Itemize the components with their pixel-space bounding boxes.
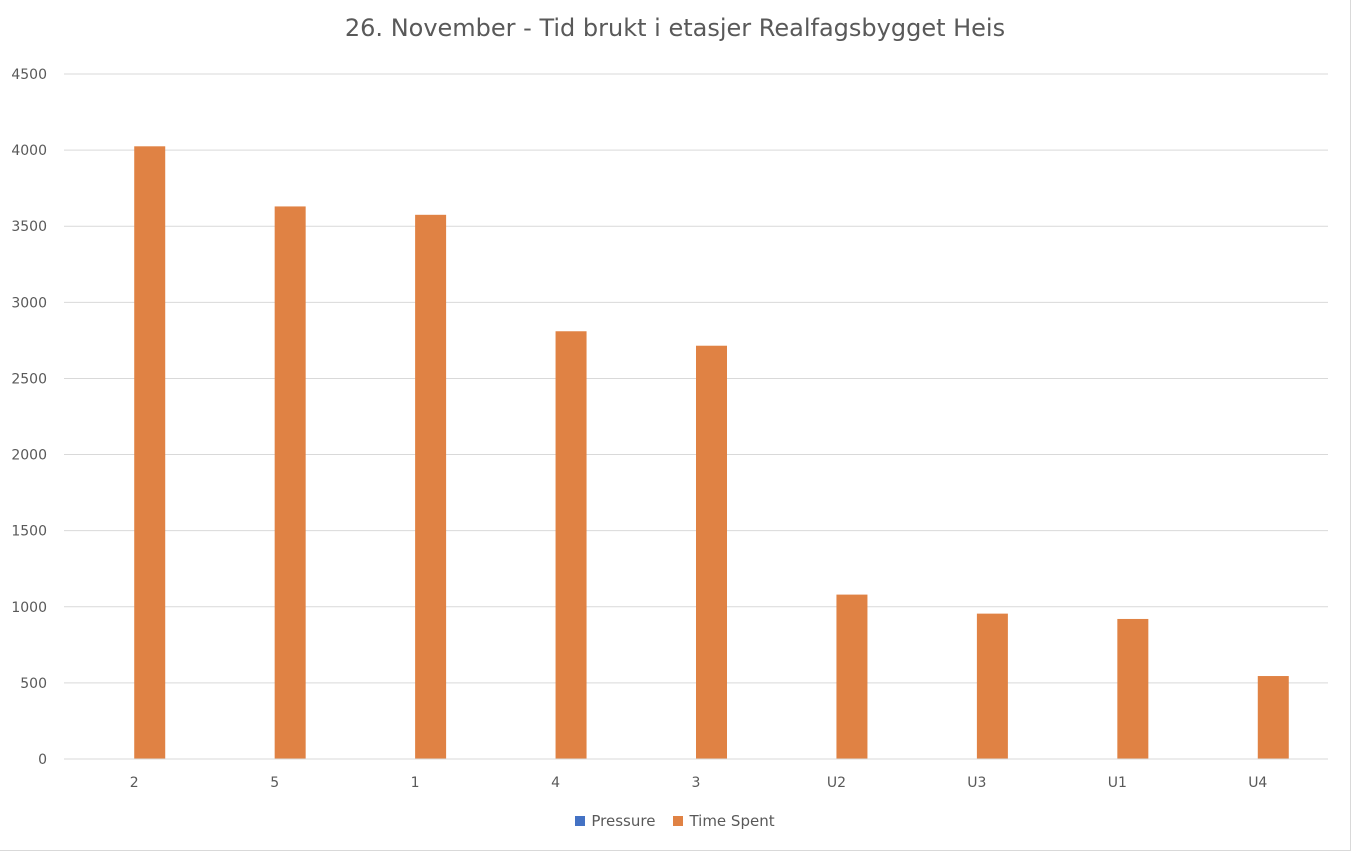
x-tick-label: 4	[551, 775, 560, 791]
legend: Pressure Time Spent	[0, 812, 1350, 830]
y-tick-label: 1000	[11, 600, 47, 616]
y-tick-label: 2000	[11, 448, 47, 464]
bar-time-spent-U4	[1257, 676, 1289, 759]
legend-label-time-spent: Time Spent	[689, 812, 775, 830]
legend-label-pressure: Pressure	[591, 812, 656, 830]
x-axis: 2 5 1 4 3 U2 U3 U1 U4	[64, 758, 1328, 791]
y-tick-label: 0	[38, 752, 47, 768]
bar-time-spent-U2	[836, 594, 868, 759]
x-tick-label: U3	[967, 775, 986, 791]
x-tick-label: 5	[270, 775, 279, 791]
bar-time-spent-U3	[976, 613, 1008, 759]
x-tick-label: 1	[411, 775, 420, 791]
x-tick-label: U4	[1248, 775, 1267, 791]
x-tick-label: U1	[1108, 775, 1127, 791]
y-axis: 0 500 1000 1500 2000 2500 3000 3500 4000 4500	[11, 67, 47, 768]
bar-time-spent-4	[555, 331, 587, 759]
x-tick-label: 2	[130, 775, 139, 791]
x-tick-label: 3	[692, 775, 701, 791]
y-tick-label: 2500	[11, 371, 47, 387]
bar-time-spent-5	[274, 206, 306, 759]
bars	[134, 146, 1289, 760]
y-tick-label: 1500	[11, 524, 47, 540]
y-tick-label: 500	[20, 676, 47, 692]
bar-time-spent-U1	[1117, 618, 1149, 759]
legend-item-pressure: Pressure	[575, 812, 655, 830]
y-tick-label: 3500	[11, 219, 47, 235]
bar-time-spent-3	[696, 345, 727, 759]
bar-time-spent-2	[134, 146, 166, 760]
chart-title: 26. November - Tid brukt i etasjer Realf…	[344, 14, 1006, 42]
y-tick-label: 4000	[11, 143, 47, 159]
legend-swatch-pressure	[575, 816, 586, 826]
y-tick-label: 3000	[11, 295, 47, 311]
bar-time-spent-1	[415, 214, 447, 760]
legend-item-time-spent: Time Spent	[673, 812, 775, 830]
y-tick-label: 4500	[11, 67, 47, 83]
x-tick-label: U2	[827, 775, 846, 791]
legend-swatch-time-spent	[673, 816, 684, 826]
